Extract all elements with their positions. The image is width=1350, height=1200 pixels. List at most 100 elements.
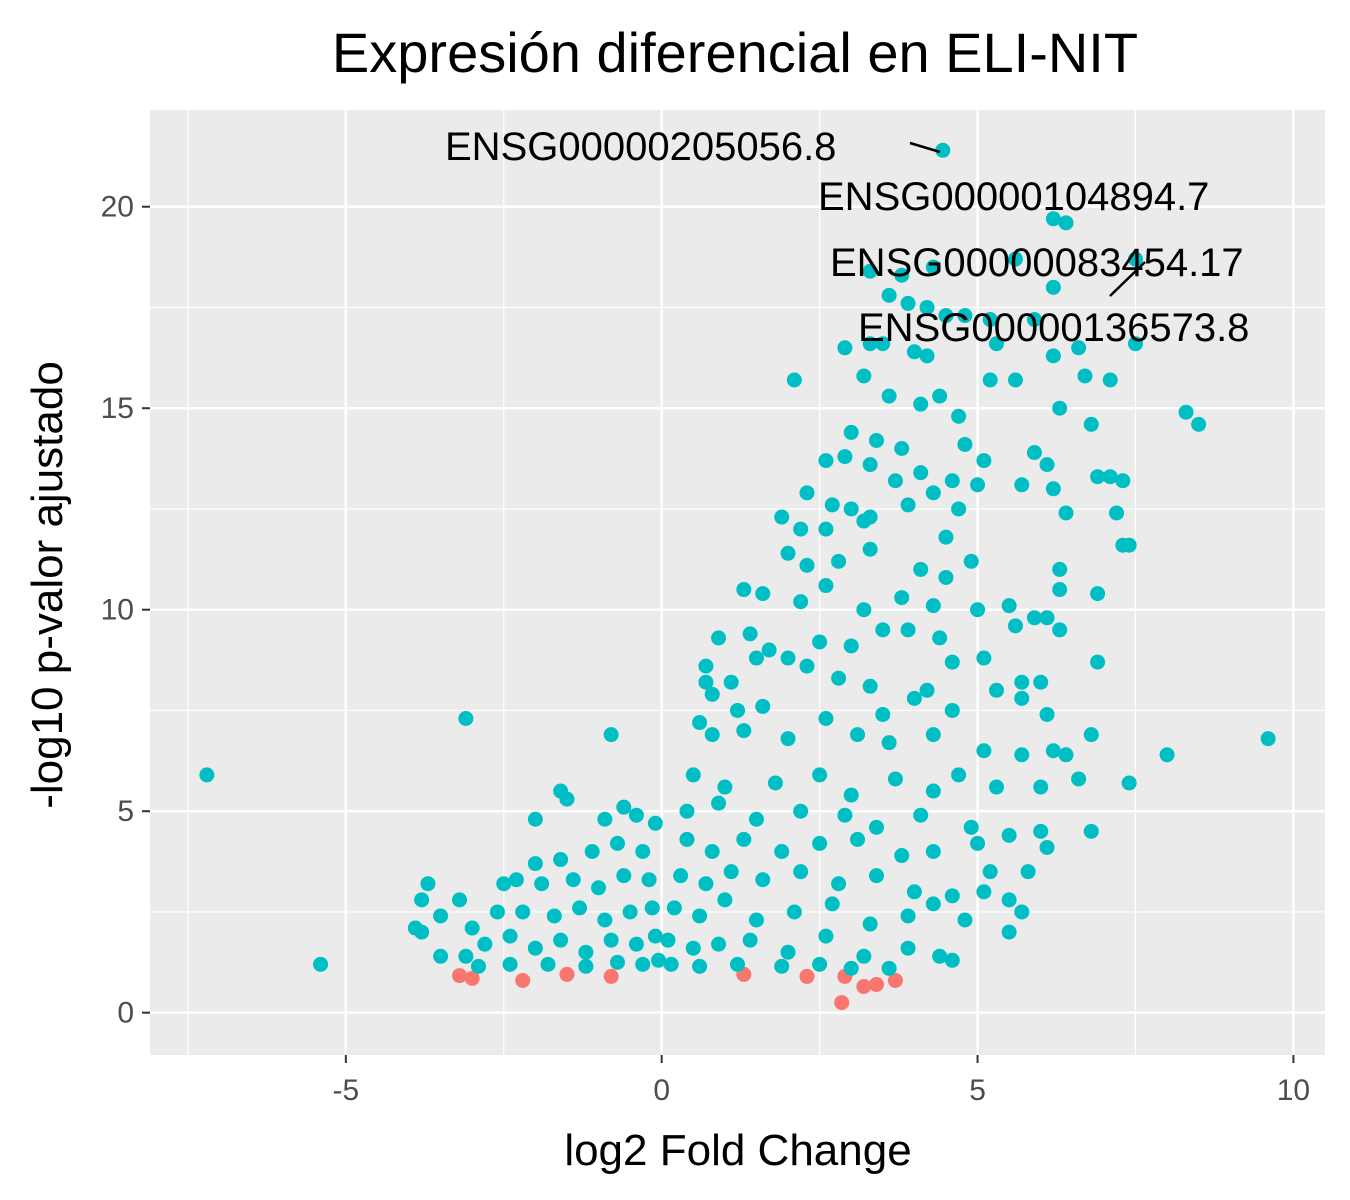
data-point [698,876,714,892]
data-point [527,940,543,956]
data-point [663,956,679,972]
data-point [932,388,948,404]
chart-title: Expresión diferencial en ELI-NIT [332,21,1138,84]
data-point [862,336,878,352]
data-point [704,727,720,743]
data-point [1039,839,1055,855]
data-point [850,831,866,847]
data-point [748,650,764,666]
points-significant [199,142,1276,976]
data-point [1001,827,1017,843]
data-point [875,622,891,638]
y-tick-label: 5 [117,795,134,828]
data-point [647,928,663,944]
gene-annotation-label: ENSG00000083454.17 [830,241,1244,285]
data-point [881,388,897,404]
data-point [609,954,625,970]
data-point [1039,610,1055,626]
data-point [755,872,771,888]
data-point [938,529,954,545]
data-point [919,682,935,698]
data-point [935,142,951,158]
data-point [780,944,796,960]
data-point [616,868,632,884]
data-point [603,932,619,948]
data-point [591,880,607,896]
data-point [1039,457,1055,473]
data-point [1121,537,1137,553]
data-point [1001,598,1017,614]
data-point [1127,251,1143,267]
data-point [837,807,853,823]
data-point [913,561,929,577]
data-point [982,312,998,328]
data-point [913,807,929,823]
data-point [1045,211,1061,227]
data-point [685,940,701,956]
data-point [452,968,468,984]
data-point [957,436,973,452]
data-point [1058,505,1074,521]
data-point [698,674,714,690]
data-point [761,642,777,658]
data-point [711,795,727,811]
data-point [925,727,941,743]
data-point [1127,336,1143,352]
grid-major [150,110,1325,1055]
data-point [546,908,562,924]
data-point [736,831,752,847]
data-point [774,958,790,974]
data-point [970,602,986,618]
data-point [812,835,828,851]
data-point [868,819,884,835]
data-point [717,779,733,795]
data-point [989,779,1005,795]
data-point [489,904,505,920]
data-point [780,545,796,561]
data-point [976,743,992,759]
data-point [818,521,834,537]
data-point [831,670,847,686]
data-point [887,771,903,787]
data-point [199,767,215,783]
data-point [919,348,935,364]
data-point [906,690,922,706]
data-point [1159,747,1175,763]
data-point [868,432,884,448]
data-point [1014,674,1030,690]
data-point [651,952,667,968]
data-point [786,372,802,388]
data-point [1007,251,1023,267]
y-tick-label: 10 [101,594,134,627]
data-point [944,654,960,670]
data-point [635,843,651,859]
data-point [644,900,660,916]
data-point [843,638,859,654]
data-point [1033,779,1049,795]
data-point [660,932,676,948]
data-point [1052,561,1068,577]
x-tick-label: 0 [653,1074,670,1107]
data-point [572,900,588,916]
data-point [458,711,474,727]
data-point [1121,775,1137,791]
data-point [799,557,815,573]
data-point [698,658,714,674]
data-point [843,501,859,517]
data-point [1014,747,1030,763]
data-point [843,787,859,803]
data-point [433,948,449,964]
data-point [1045,481,1061,497]
data-point [868,976,884,992]
data-point [1026,610,1042,626]
data-point [982,372,998,388]
y-tick-label: 15 [101,392,134,425]
data-point [989,336,1005,352]
data-point [1026,445,1042,461]
data-point [1102,469,1118,485]
data-point [597,811,613,827]
data-point [818,928,834,944]
data-point [464,920,480,936]
data-point [881,960,897,976]
data-point [1007,618,1023,634]
